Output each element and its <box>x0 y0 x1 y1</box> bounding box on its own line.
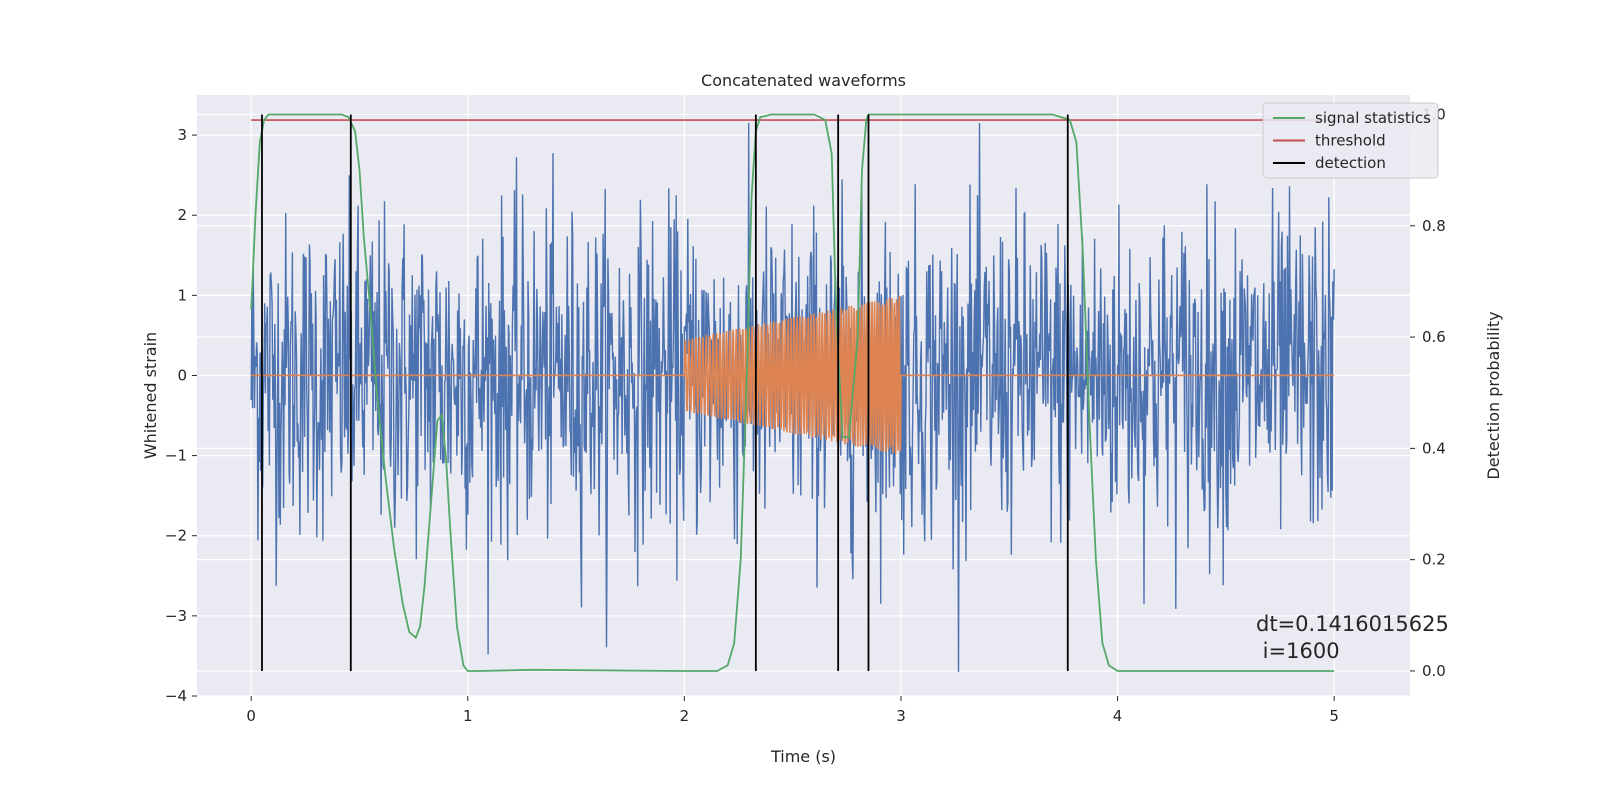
y-tick-label: 3 <box>177 126 187 144</box>
y-tick-label: −3 <box>165 607 187 625</box>
annotation-index: i=1600 <box>1256 639 1340 663</box>
y2-tick-label: 0.6 <box>1422 328 1446 346</box>
strain-noise-line <box>250 122 1335 673</box>
x-tick-label: 0 <box>246 707 256 725</box>
chart-title: Concatenated waveforms <box>701 71 906 90</box>
signal-statistics-line <box>250 113 1335 672</box>
y-tick-label: −2 <box>165 527 187 545</box>
annotation-dt: dt=0.1416015625 <box>1256 612 1449 636</box>
injection-line <box>251 295 1335 455</box>
x-tick-label: 5 <box>1329 707 1339 725</box>
y-tick-label: 2 <box>177 206 187 224</box>
x-tick-label: 4 <box>1113 707 1123 725</box>
legend-label: detection <box>1315 154 1386 172</box>
y-tick-label: −4 <box>165 687 187 705</box>
y2-axis-label: Detection probability <box>1484 311 1503 479</box>
y2-tick-label: 0.8 <box>1422 217 1446 235</box>
annotation: dt=0.1416015625 i=1600 <box>1256 612 1449 663</box>
x-tick-label: 1 <box>463 707 473 725</box>
series-layer <box>250 113 1335 673</box>
legend: signal statistics threshold detection <box>1262 102 1439 179</box>
y-tick-label: 0 <box>177 366 187 384</box>
legend-box <box>1262 102 1439 179</box>
y2-tick-label: 0.0 <box>1422 662 1446 680</box>
legend-items: signal statistics threshold detection <box>1273 109 1431 172</box>
x-tick-label: 3 <box>896 707 906 725</box>
legend-label: threshold <box>1315 132 1386 150</box>
legend-label: signal statistics <box>1315 109 1431 127</box>
x-tick-label: 2 <box>680 707 690 725</box>
x-axis-label: Time (s) <box>770 747 836 766</box>
y-axis-label: Whitened strain <box>141 332 160 459</box>
y-tick-label: 1 <box>177 286 187 304</box>
y2-tick-label: 0.2 <box>1422 551 1446 569</box>
y-tick-label: −1 <box>165 447 187 465</box>
y2-tick-label: 0.4 <box>1422 439 1446 457</box>
